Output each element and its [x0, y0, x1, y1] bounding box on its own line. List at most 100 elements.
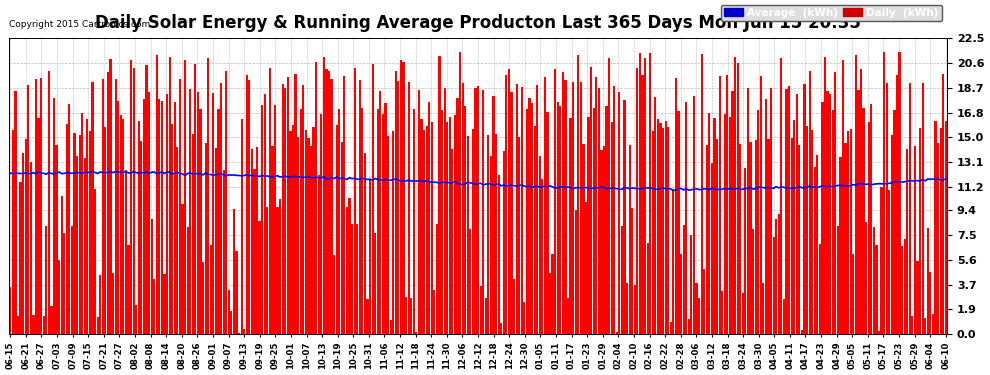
- Bar: [173, 102, 176, 334]
- Bar: [55, 145, 57, 334]
- Bar: [390, 320, 392, 334]
- Bar: [524, 302, 526, 334]
- Bar: [827, 91, 829, 334]
- Bar: [708, 112, 711, 334]
- Bar: [754, 140, 756, 334]
- Bar: [43, 316, 45, 334]
- Bar: [12, 130, 14, 334]
- Bar: [30, 162, 32, 334]
- Bar: [402, 62, 405, 334]
- Bar: [428, 102, 431, 334]
- Bar: [148, 92, 150, 334]
- Bar: [33, 315, 35, 334]
- Bar: [76, 156, 78, 334]
- Bar: [138, 121, 140, 334]
- Bar: [901, 246, 903, 334]
- Bar: [860, 69, 862, 334]
- Bar: [917, 261, 919, 334]
- Bar: [672, 189, 674, 334]
- Bar: [84, 158, 86, 334]
- Bar: [809, 71, 811, 334]
- Bar: [675, 78, 677, 334]
- Bar: [893, 110, 896, 334]
- Bar: [619, 92, 621, 334]
- Bar: [374, 233, 376, 334]
- Bar: [644, 58, 646, 334]
- Bar: [765, 99, 767, 334]
- Bar: [521, 87, 523, 334]
- Bar: [40, 78, 43, 334]
- Bar: [657, 119, 659, 334]
- Bar: [883, 52, 885, 334]
- Bar: [912, 316, 914, 334]
- Bar: [369, 179, 371, 334]
- Bar: [875, 245, 877, 334]
- Bar: [669, 322, 672, 334]
- Bar: [128, 245, 130, 334]
- Bar: [434, 290, 436, 334]
- Bar: [223, 170, 225, 334]
- Bar: [724, 114, 726, 334]
- Bar: [508, 69, 510, 334]
- Bar: [25, 139, 27, 334]
- Bar: [38, 118, 40, 334]
- Bar: [133, 68, 135, 334]
- Bar: [857, 90, 859, 334]
- Bar: [814, 167, 816, 334]
- Bar: [690, 235, 692, 334]
- Bar: [567, 298, 569, 334]
- Bar: [123, 119, 125, 334]
- Bar: [441, 110, 444, 334]
- Bar: [742, 293, 743, 334]
- Bar: [919, 129, 922, 334]
- Bar: [408, 82, 410, 334]
- Bar: [719, 76, 721, 334]
- Bar: [944, 121, 946, 334]
- Bar: [780, 58, 782, 334]
- Bar: [767, 140, 769, 334]
- Bar: [495, 134, 497, 334]
- Bar: [806, 126, 808, 334]
- Bar: [353, 69, 355, 334]
- Bar: [179, 79, 181, 334]
- Bar: [307, 138, 310, 334]
- Bar: [891, 135, 893, 334]
- Bar: [904, 239, 906, 334]
- Bar: [387, 136, 389, 334]
- Bar: [914, 146, 916, 334]
- Bar: [168, 57, 170, 334]
- Bar: [102, 79, 104, 334]
- Bar: [266, 207, 268, 334]
- Bar: [832, 110, 834, 334]
- Bar: [115, 79, 117, 334]
- Bar: [141, 141, 143, 334]
- Bar: [516, 84, 518, 334]
- Bar: [711, 163, 713, 334]
- Bar: [310, 146, 312, 334]
- Bar: [554, 69, 556, 334]
- Bar: [485, 298, 487, 334]
- Bar: [231, 311, 233, 334]
- Bar: [942, 74, 944, 334]
- Bar: [870, 104, 872, 334]
- Bar: [410, 298, 412, 334]
- Bar: [803, 84, 806, 334]
- Bar: [315, 62, 317, 334]
- Bar: [896, 75, 898, 334]
- Bar: [276, 207, 278, 334]
- Bar: [474, 88, 476, 334]
- Bar: [852, 254, 854, 334]
- Bar: [246, 75, 248, 334]
- Bar: [22, 153, 24, 334]
- Bar: [284, 88, 286, 334]
- Bar: [744, 168, 746, 334]
- Bar: [253, 169, 255, 334]
- Bar: [158, 99, 160, 334]
- Bar: [559, 105, 561, 334]
- Bar: [241, 119, 243, 334]
- Bar: [629, 145, 631, 334]
- Bar: [835, 72, 837, 334]
- Bar: [613, 86, 616, 334]
- Bar: [110, 59, 112, 334]
- Bar: [250, 149, 253, 334]
